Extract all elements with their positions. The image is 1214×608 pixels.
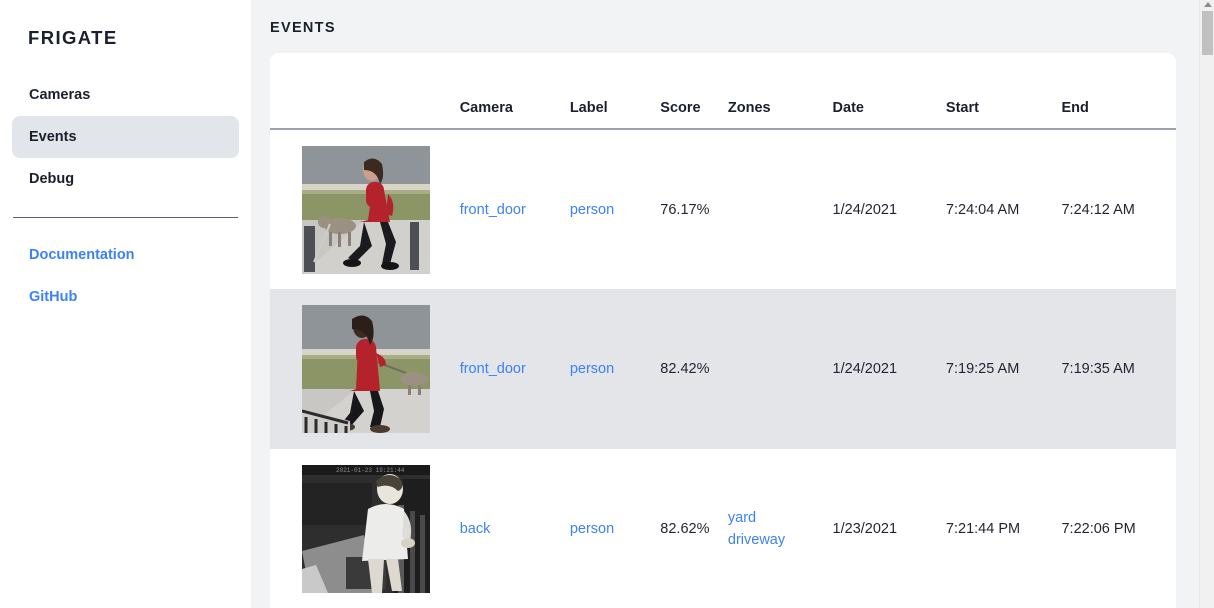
app-brand-title: FRIGATE	[28, 27, 118, 48]
sidebar-link-documentation[interactable]: Documentation	[29, 247, 135, 263]
table-row[interactable]: front_door person 82.42% 1/24/2021 7:19:…	[270, 289, 1176, 449]
event-thumbnail-cell[interactable]: 2021-01-23 19:21:44	[270, 449, 460, 608]
event-zone-link[interactable]: driveway	[727, 532, 786, 548]
svg-text:2021-01-23 19:21:44: 2021-01-23 19:21:44	[336, 467, 405, 474]
events-table-body: front_door person 76.17% 1/24/2021 7:24:…	[270, 129, 1176, 608]
event-label-cell: person	[569, 289, 661, 449]
sidebar-divider	[13, 217, 238, 218]
table-row[interactable]: front_door person 76.17% 1/24/2021 7:24:…	[270, 129, 1176, 289]
event-thumbnail-image[interactable]	[302, 305, 430, 433]
event-zones-cell: yard driveway	[728, 449, 833, 608]
event-camera-cell: back	[460, 449, 570, 608]
main-content: EVENTS Camera Label Score Zones Date Sta…	[251, 0, 1214, 608]
event-date-cell: 1/23/2021	[832, 521, 898, 537]
event-start-cell: 7:24:04 AM	[945, 201, 1020, 218]
sidebar-item-cameras[interactable]: Cameras	[29, 87, 91, 103]
events-table-head: Camera Label Score Zones Date Start End	[270, 53, 1176, 130]
event-score-cell: 76.17%	[660, 201, 710, 218]
column-header-start: Start	[945, 53, 1062, 130]
sidebar-link-github[interactable]: GitHub	[29, 289, 78, 305]
event-thumbnail-cell[interactable]	[270, 289, 460, 449]
column-header-thumbnail	[270, 53, 460, 130]
column-header-label: Label	[569, 53, 661, 130]
column-header-score: Score	[660, 53, 728, 130]
column-header-camera: Camera	[459, 53, 570, 130]
event-end-cell: 7:19:35 AM	[1061, 289, 1176, 449]
scroll-up-arrow-icon[interactable]	[1204, 2, 1212, 7]
event-zones-cell	[727, 289, 833, 449]
event-score-cell: 82.62%	[660, 521, 710, 537]
event-thumbnail-cell[interactable]	[270, 129, 460, 289]
sidebar-nav: Cameras Events Debug Documentation GitHu…	[0, 74, 251, 318]
events-table: Camera Label Score Zones Date Start End	[270, 53, 1176, 608]
event-camera-link[interactable]: front_door	[459, 201, 526, 218]
table-header-row: Camera Label Score Zones Date Start End	[270, 53, 1176, 130]
page-scrollbar[interactable]	[1199, 0, 1214, 608]
column-header-end: End	[1061, 53, 1176, 130]
table-row[interactable]: 2021-01-23 19:21:44	[270, 449, 1176, 608]
sidebar: FRIGATE Cameras Events Debug Documentati…	[0, 0, 251, 608]
event-thumbnail-image[interactable]	[302, 145, 430, 274]
event-start-cell: 7:19:25 AM	[945, 289, 1062, 449]
event-end-cell: 7:22:06 PM	[1061, 521, 1136, 537]
scrollbar-thumb[interactable]	[1202, 11, 1213, 55]
event-zone-link[interactable]: yard	[727, 510, 757, 526]
event-date-cell: 1/24/2021	[832, 201, 898, 218]
event-zones-cell	[728, 129, 833, 289]
event-label-link[interactable]: person	[569, 361, 615, 377]
event-label-cell: person	[570, 129, 660, 289]
event-start-cell: 7:21:44 PM	[945, 521, 1021, 537]
sidebar-item-debug[interactable]: Debug	[29, 171, 75, 187]
event-camera-link[interactable]: front_door	[459, 361, 526, 377]
event-camera-cell: front_door	[460, 129, 570, 289]
event-camera-cell: front_door	[459, 289, 570, 449]
sidebar-item-events[interactable]: Events	[12, 116, 239, 158]
event-label-link[interactable]: person	[569, 521, 615, 537]
event-end-cell: 7:24:12 AM	[1061, 201, 1135, 218]
event-camera-link[interactable]: back	[459, 521, 491, 537]
page-title: EVENTS	[270, 20, 336, 36]
events-card: Camera Label Score Zones Date Start End	[270, 53, 1176, 608]
event-date-cell: 1/24/2021	[832, 289, 946, 449]
column-header-zones: Zones	[727, 53, 833, 130]
event-label-cell: person	[570, 449, 660, 608]
event-thumbnail-image[interactable]: 2021-01-23 19:21:44	[302, 465, 430, 593]
column-header-date: Date	[832, 53, 946, 130]
event-label-link[interactable]: person	[569, 201, 615, 218]
event-score-cell: 82.42%	[660, 289, 728, 449]
